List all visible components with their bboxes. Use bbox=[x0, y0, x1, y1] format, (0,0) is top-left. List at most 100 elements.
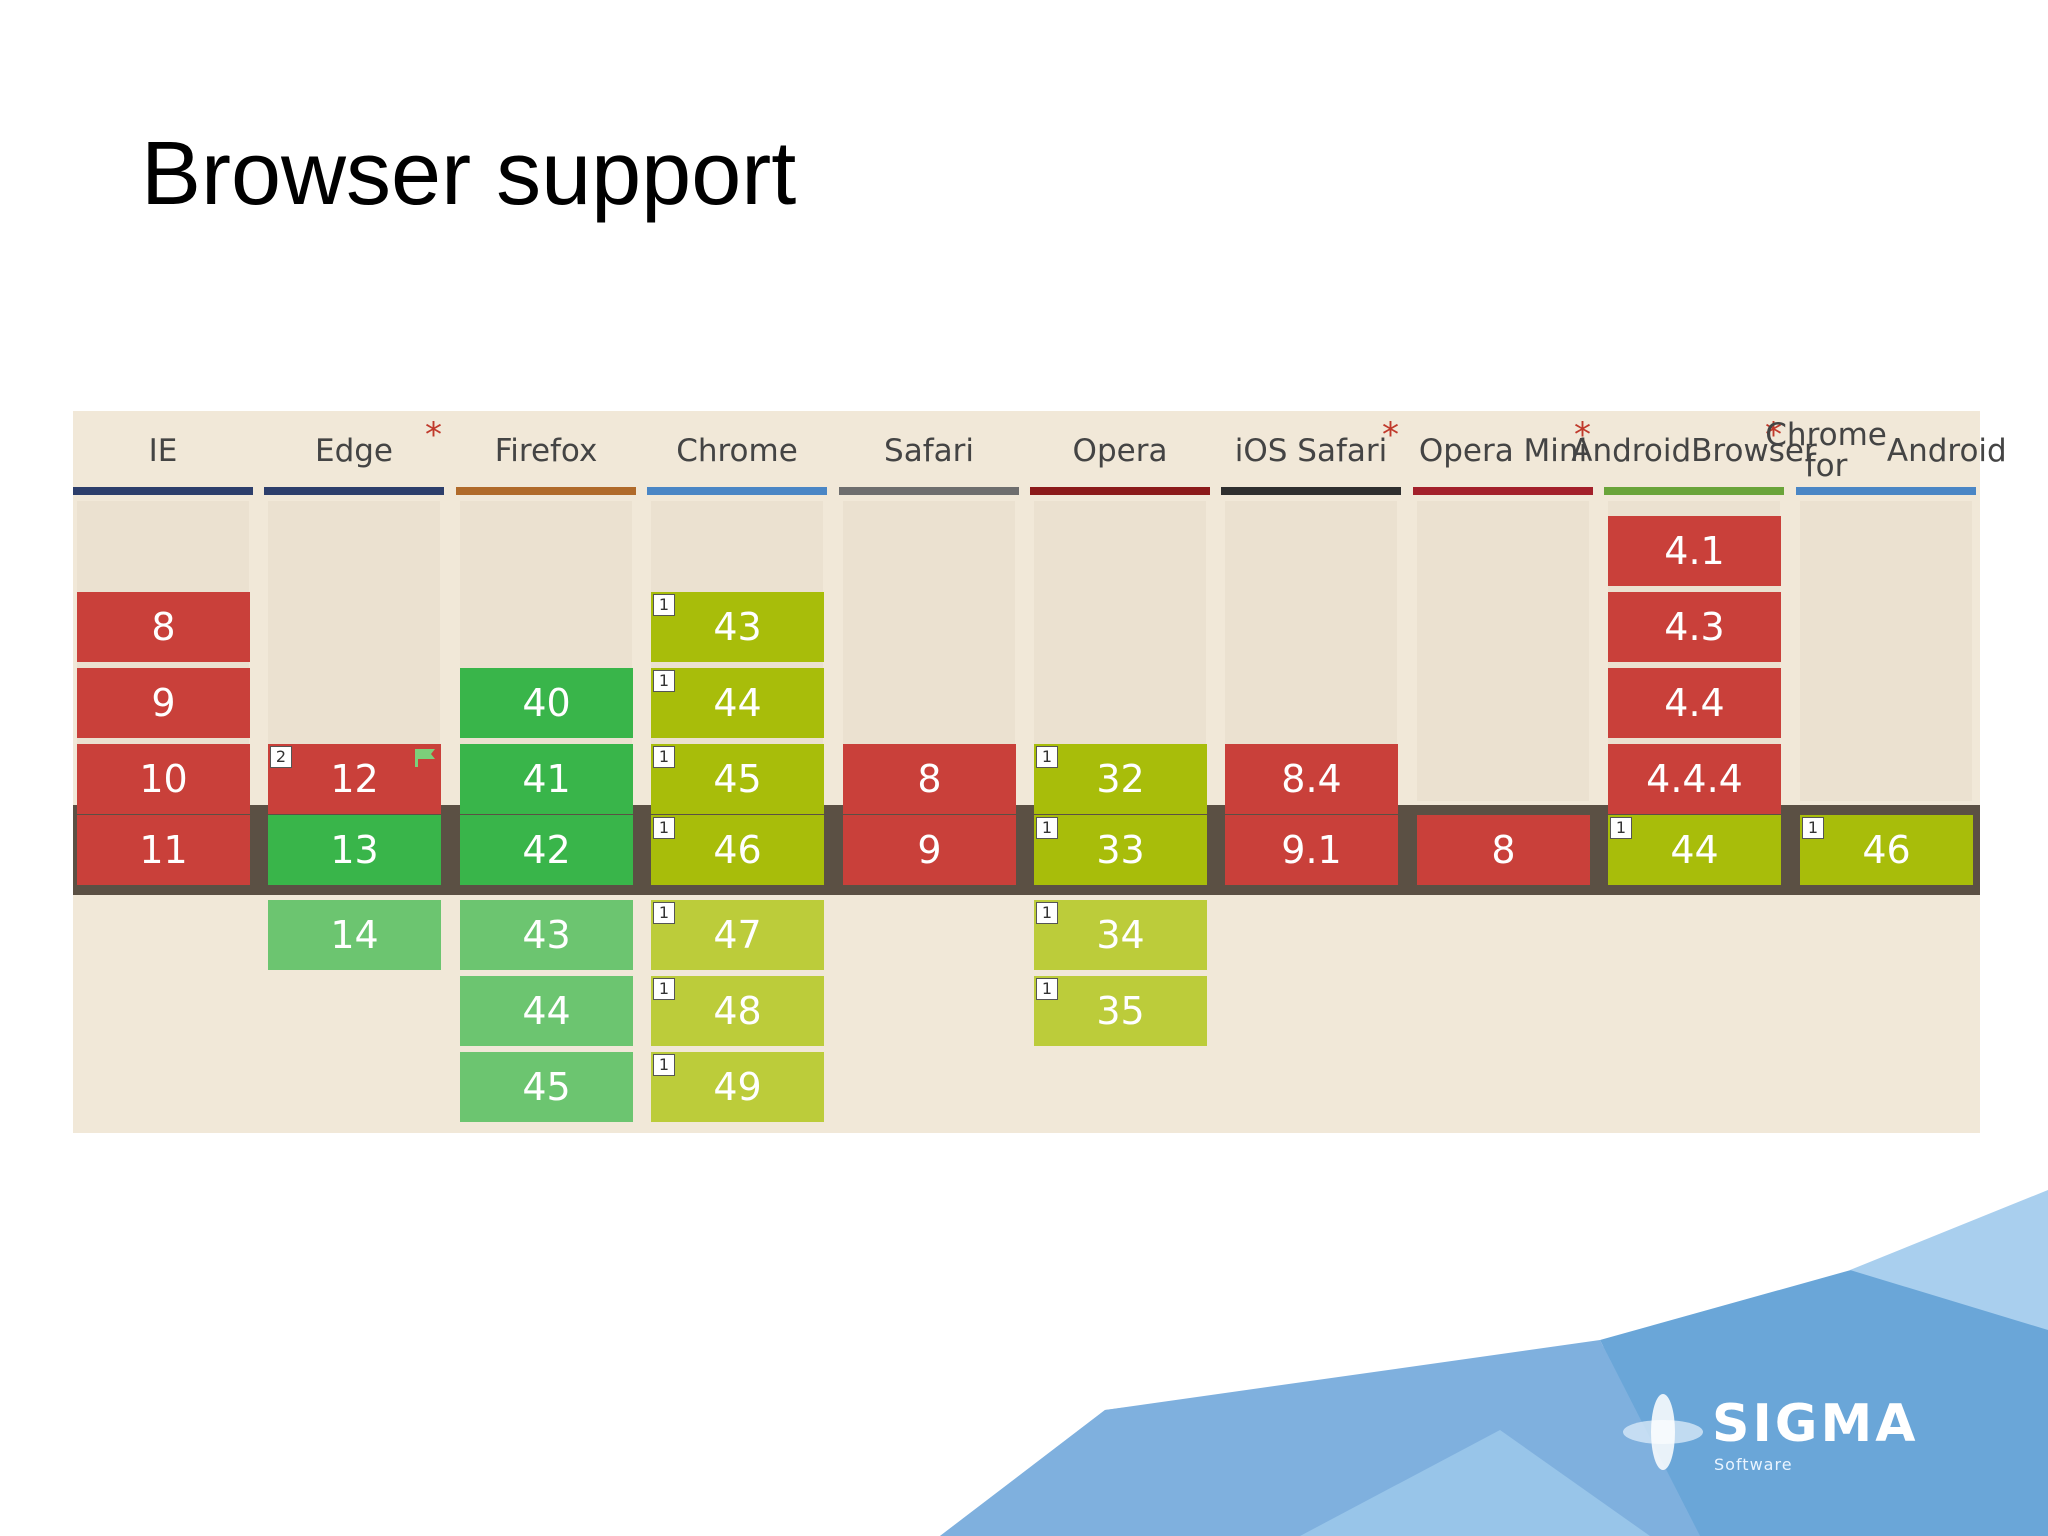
browser-column-ie: IE 8 9 10 11 bbox=[73, 411, 253, 1133]
version-number: 4.1 bbox=[1664, 529, 1725, 573]
browser-name-edge: Edge bbox=[264, 411, 444, 491]
browser-name-line: Browser bbox=[1691, 432, 1817, 469]
version-cell[interactable]: 8.4 bbox=[1225, 744, 1398, 814]
browser-column-opera: Opera 32 1 33 1 34 1 35 1 bbox=[1030, 411, 1210, 1133]
version-number: 42 bbox=[522, 828, 571, 872]
version-number: 9 bbox=[917, 828, 942, 872]
version-number: 43 bbox=[713, 605, 762, 649]
browser-name-chrome: Chrome bbox=[647, 411, 827, 491]
sigma-logo-text: SIGMA bbox=[1712, 1394, 1919, 1454]
version-cell[interactable]: 12 2 bbox=[268, 744, 441, 814]
version-number: 40 bbox=[522, 681, 571, 725]
note-badge: 1 bbox=[653, 670, 675, 692]
browser-name-line: Opera Mini bbox=[1418, 432, 1588, 469]
browser-name-opera-mini: Opera Mini bbox=[1413, 411, 1593, 491]
version-cell[interactable]: 48 1 bbox=[651, 976, 824, 1046]
version-cell[interactable]: 10 bbox=[77, 744, 250, 814]
version-cell[interactable]: 44 bbox=[460, 976, 633, 1046]
version-cell[interactable]: 42 bbox=[460, 815, 633, 885]
browser-column-android-browser: Android Browser * 4.1 4.3 4.4 4.4.4 44 1 bbox=[1571, 411, 1817, 1133]
version-cell[interactable]: 33 1 bbox=[1034, 815, 1207, 885]
version-number: 41 bbox=[522, 757, 571, 801]
version-cell[interactable]: 13 bbox=[268, 815, 441, 885]
version-number: 10 bbox=[139, 757, 188, 801]
browser-column-background bbox=[1417, 501, 1589, 801]
browser-column-chrome: Chrome 43 1 44 1 45 1 46 1 47 1 48 1 49 1 bbox=[647, 411, 827, 1133]
version-cell[interactable]: 40 bbox=[460, 668, 633, 738]
note-badge: 1 bbox=[1036, 817, 1058, 839]
version-cell[interactable]: 32 1 bbox=[1034, 744, 1207, 814]
note-badge: 1 bbox=[1036, 902, 1058, 924]
version-cell[interactable]: 43 bbox=[460, 900, 633, 970]
version-cell[interactable]: 9 bbox=[843, 815, 1016, 885]
version-cell[interactable]: 4.4 bbox=[1608, 668, 1781, 738]
browser-name-line: Firefox bbox=[494, 432, 598, 469]
browser-name-line: Safari bbox=[884, 432, 974, 469]
browser-name-line: Android bbox=[1886, 432, 2007, 469]
browser-color-bar bbox=[1604, 487, 1784, 495]
version-cell[interactable]: 4.3 bbox=[1608, 592, 1781, 662]
version-cell[interactable]: 4.4.4 bbox=[1608, 744, 1781, 814]
version-cell[interactable]: 41 bbox=[460, 744, 633, 814]
version-cell[interactable]: 8 bbox=[1417, 815, 1590, 885]
browser-name-line: Edge bbox=[314, 432, 393, 469]
asterisk-icon: * bbox=[1765, 415, 1782, 455]
version-cell[interactable]: 11 bbox=[77, 815, 250, 885]
browser-column-opera-mini: Opera Mini * 8 bbox=[1413, 411, 1593, 1133]
slide-title: Browser support bbox=[141, 124, 797, 224]
browser-name-chrome-android: Chrome for Android bbox=[1765, 411, 2006, 491]
browser-name-firefox: Firefox bbox=[456, 411, 636, 491]
note-badge: 2 bbox=[270, 746, 292, 768]
version-cell[interactable]: 8 bbox=[843, 744, 1016, 814]
version-number: 9 bbox=[151, 681, 176, 725]
browser-name-android-browser: Android Browser bbox=[1571, 411, 1816, 491]
browser-name-line: Chrome for bbox=[1765, 417, 1887, 484]
version-number: 47 bbox=[713, 913, 762, 957]
version-cell[interactable]: 49 1 bbox=[651, 1052, 824, 1122]
version-number: 44 bbox=[1670, 828, 1719, 872]
browser-column-chrome-android: Chrome for Android 46 1 bbox=[1765, 411, 2007, 1133]
version-number: 13 bbox=[330, 828, 379, 872]
version-cell[interactable]: 45 1 bbox=[651, 744, 824, 814]
version-cell[interactable]: 4.1 bbox=[1608, 516, 1781, 586]
browser-name-line: Chrome bbox=[676, 432, 798, 469]
version-cell[interactable]: 14 bbox=[268, 900, 441, 970]
note-badge: 1 bbox=[1036, 978, 1058, 1000]
version-number: 4.4 bbox=[1664, 681, 1725, 725]
version-cell[interactable]: 45 bbox=[460, 1052, 633, 1122]
browser-name-opera: Opera bbox=[1030, 411, 1210, 491]
version-number: 33 bbox=[1096, 828, 1145, 872]
version-cell[interactable]: 44 1 bbox=[1608, 815, 1781, 885]
browser-color-bar bbox=[1796, 487, 1976, 495]
asterisk-icon: * bbox=[1382, 415, 1399, 455]
version-number: 12 bbox=[330, 757, 379, 801]
version-number: 46 bbox=[713, 828, 762, 872]
browser-name-line: Opera bbox=[1072, 432, 1168, 469]
browser-color-bar bbox=[73, 487, 253, 495]
version-cell[interactable]: 43 1 bbox=[651, 592, 824, 662]
browser-color-bar bbox=[839, 487, 1019, 495]
version-cell[interactable]: 34 1 bbox=[1034, 900, 1207, 970]
browser-name-line: IE bbox=[148, 432, 178, 469]
version-cell[interactable]: 44 1 bbox=[651, 668, 824, 738]
version-cell[interactable]: 8 bbox=[77, 592, 250, 662]
version-cell[interactable]: 47 1 bbox=[651, 900, 824, 970]
version-cell[interactable]: 9.1 bbox=[1225, 815, 1398, 885]
version-cell[interactable]: 46 1 bbox=[651, 815, 824, 885]
sigma-logo-subtext: Software bbox=[1714, 1455, 1793, 1474]
note-badge: 1 bbox=[653, 978, 675, 1000]
version-cell[interactable]: 9 bbox=[77, 668, 250, 738]
version-number: 8.4 bbox=[1281, 757, 1342, 801]
browser-column-safari: Safari 8 9 bbox=[839, 411, 1019, 1133]
version-number: 8 bbox=[1491, 828, 1516, 872]
note-badge: 1 bbox=[653, 594, 675, 616]
asterisk-icon: * bbox=[425, 415, 442, 455]
browser-color-bar bbox=[1413, 487, 1593, 495]
version-number: 48 bbox=[713, 989, 762, 1033]
version-number: 43 bbox=[522, 913, 571, 957]
version-number: 8 bbox=[151, 605, 176, 649]
note-badge: 1 bbox=[653, 1054, 675, 1076]
version-cell[interactable]: 46 1 bbox=[1800, 815, 1973, 885]
version-cell[interactable]: 35 1 bbox=[1034, 976, 1207, 1046]
